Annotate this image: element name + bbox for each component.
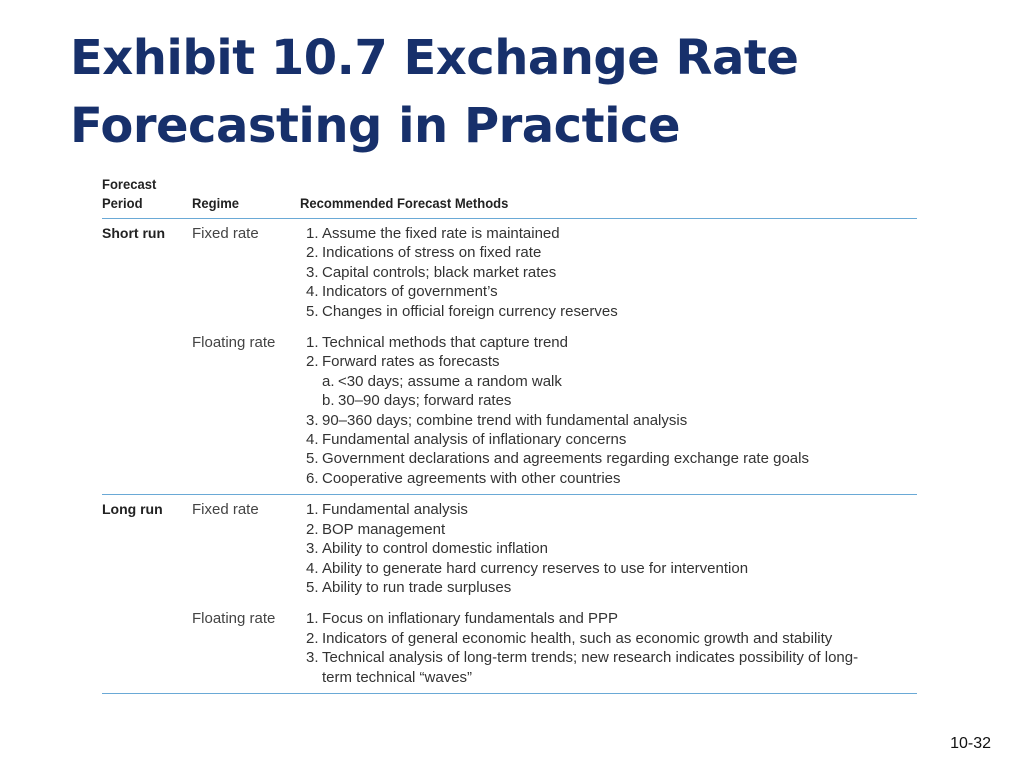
method-number: 3.: [306, 263, 319, 281]
table-row: Floating rate 1. Technical methods that ca…: [102, 333, 917, 488]
table-body: Short run Fixed rate 1. Assume the fixed ra…: [102, 219, 917, 694]
header-period-line-2: Period: [102, 195, 143, 211]
method-text: Government declarations and agreements r…: [322, 450, 809, 468]
method-number: 2.: [306, 629, 319, 647]
method-number: 4.: [306, 559, 319, 577]
list-item: 2. Forward rates as forecasts: [306, 352, 917, 371]
header-period-line-1: Forecast: [102, 176, 157, 192]
table-row: Floating rate 1. Focus on inflationary fun…: [102, 609, 917, 687]
method-text: Focus on inflationary fundamentals and P…: [322, 610, 619, 628]
method-text: Fundamental analysis of inflationary con…: [322, 431, 627, 449]
list-item: 2. Indicators of general economic health,…: [306, 629, 917, 648]
method-number: 2.: [306, 353, 319, 371]
methods-list: 1. Assume the fixed rate is maintained 2. I…: [300, 224, 917, 321]
methods-list: 1. Focus on inflationary fundamentals and…: [300, 609, 917, 687]
regime-cell: Fixed rate: [192, 501, 259, 519]
method-text: Indications of stress on fixed rate: [322, 244, 542, 262]
forecast-period-cell: [102, 333, 192, 488]
method-number: b.: [322, 392, 335, 410]
method-text: BOP management: [322, 520, 446, 538]
list-item: 3. Capital controls; black market rates: [306, 263, 917, 282]
list-item: 3. 90–360 days; combine trend with fundam…: [306, 411, 917, 430]
method-text: Fundamental analysis: [322, 501, 468, 519]
method-number: 2.: [306, 520, 319, 538]
method-text: Indicators of government’s: [322, 283, 498, 301]
header-regime: Regime: [192, 195, 240, 211]
method-text: 90–360 days; combine trend with fundamen…: [322, 411, 688, 429]
forecast-period-cell: Long run: [102, 501, 163, 518]
table-row: Long run Fixed rate 1. Fundamental analysis…: [102, 500, 917, 597]
method-text: Technical methods that capture trend: [322, 334, 568, 352]
method-number: 5.: [306, 578, 319, 596]
table-group: Long run Fixed rate 1. Fundamental analysis…: [102, 495, 917, 694]
title-line-2: Forecasting in Practice: [70, 98, 681, 154]
method-number: 4.: [306, 431, 319, 449]
regime-cell: Floating rate: [192, 610, 276, 628]
method-text: Forward rates as forecasts: [322, 353, 500, 371]
method-number: 1.: [306, 225, 319, 242]
list-item: 2. BOP management: [306, 520, 917, 539]
table-row: Short run Fixed rate 1. Assume the fixed ra…: [102, 224, 917, 321]
method-number: 3.: [306, 540, 319, 558]
method-number: a.: [322, 372, 335, 390]
list-item: 4. Ability to generate hard currency rese…: [306, 559, 917, 578]
method-text: Indicators of general economic health, s…: [322, 629, 833, 647]
header-recommended-methods: Recommended Forecast Methods: [300, 195, 509, 211]
method-number: 3.: [306, 411, 319, 429]
list-item: 5. Government declarations and agreements…: [306, 449, 917, 468]
method-text: Changes in official foreign currency res…: [322, 302, 618, 320]
method-number: 5.: [306, 302, 319, 320]
methods-list: 1. Technical methods that capture trend 2.…: [300, 333, 917, 488]
method-number: 3.: [306, 649, 319, 667]
title-line-1: Exhibit 10.7 Exchange Rate: [70, 30, 799, 86]
method-text: Assume the fixed rate is maintained: [322, 225, 560, 242]
forecast-methods-table: Forecast Period Regime Recommended Forec…: [102, 175, 917, 694]
table-group: Short run Fixed rate 1. Assume the fixed ra…: [102, 219, 917, 496]
list-item: 1. Assume the fixed rate is maintained: [306, 224, 917, 243]
list-item: 1. Technical methods that capture trend: [306, 333, 917, 352]
list-item: 6. Cooperative agreements with other coun…: [306, 469, 917, 488]
method-number: 6.: [306, 469, 319, 487]
header-forecast-period: Forecast Period: [102, 175, 156, 213]
method-text: Ability to generate hard currency reserv…: [322, 559, 749, 577]
method-text: Ability to control domestic inflation: [322, 540, 548, 558]
method-text: <30 days; assume a random walk: [338, 372, 562, 390]
list-item: 5. Ability to run trade surpluses: [306, 578, 917, 597]
page-number: 10-32: [950, 735, 991, 752]
list-item: 5. Changes in official foreign currency r…: [306, 302, 917, 321]
method-number: 1.: [306, 501, 319, 519]
list-item: 4. Fundamental analysis of inflationary c…: [306, 430, 917, 449]
method-number: 4.: [306, 283, 319, 301]
method-text: Technical analysis of long-term trends; …: [322, 649, 859, 667]
forecast-period-cell: Short run: [102, 225, 165, 241]
method-text: Capital controls; black market rates: [322, 263, 557, 281]
method-number: 2.: [306, 244, 319, 262]
method-number: 1.: [306, 334, 319, 352]
list-item: b. 30–90 days; forward rates: [306, 391, 917, 410]
slide-title: Exhibit 10.7 Exchange Rate Forecasting i…: [70, 24, 970, 160]
list-item: 1. Fundamental analysis: [306, 500, 917, 519]
list-item: 2. Indications of stress on fixed rate: [306, 243, 917, 262]
method-number: 1.: [306, 610, 319, 628]
method-number: 5.: [306, 450, 319, 468]
list-item: 1. Focus on inflationary fundamentals and…: [306, 609, 917, 628]
list-item: 3. Ability to control domestic inflation: [306, 539, 917, 558]
table-header-row: Forecast Period Regime Recommended Forec…: [102, 175, 917, 219]
list-item: 4. Indicators of government’s: [306, 282, 917, 301]
methods-list: 1. Fundamental analysis 2. BOP management 3.…: [300, 500, 917, 597]
forecast-period-cell: [102, 609, 192, 687]
method-text: Ability to run trade surpluses: [322, 578, 512, 596]
method-text-continuation: term technical “waves”: [322, 668, 473, 686]
method-text: Cooperative agreements with other countr…: [322, 469, 621, 487]
regime-cell: Fixed rate: [192, 225, 259, 242]
list-item: a. <30 days; assume a random walk: [306, 372, 917, 391]
regime-cell: Floating rate: [192, 334, 276, 352]
method-text: 30–90 days; forward rates: [338, 392, 512, 410]
list-item: 3. Technical analysis of long-term trends…: [306, 648, 917, 687]
